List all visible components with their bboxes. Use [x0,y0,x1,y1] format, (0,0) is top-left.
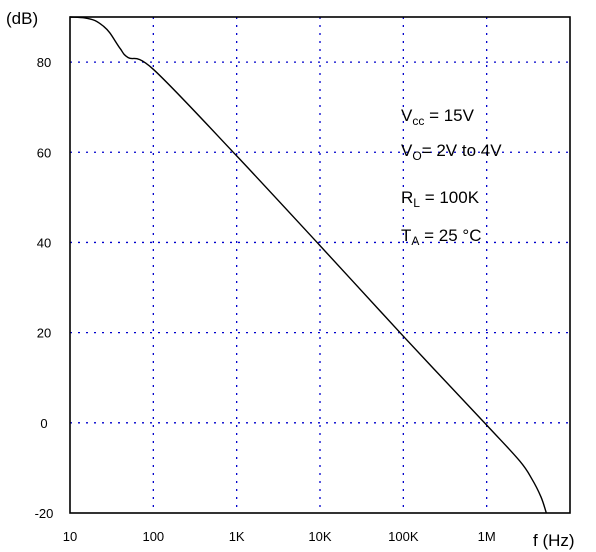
annotation-vcc-symbol: V [401,106,413,125]
y-axis-label: (dB) [6,9,38,28]
annotation-rl: RL = 100K [401,188,480,210]
annotation-rl-value: = 100K [420,188,480,207]
x-tick-label: 10 [63,529,77,544]
x-tick-label: 10K [308,529,331,544]
x-tick-label: 100 [142,529,164,544]
annotation-rl-symbol: R [401,188,413,207]
x-tick-label: 100K [388,529,419,544]
tick-labels: 10 100 1K 10K 100K 1M -20 0 20 40 60 80 [35,55,496,544]
y-tick-label: 0 [40,416,47,431]
series-line-gain [69,16,547,514]
annotation-ta-symbol: T [401,226,411,245]
annotation-vo-symbol: V [401,141,413,160]
grid-lines [70,17,570,513]
annotation-vo-value: = 2V to 4V [422,141,503,160]
x-tick-label: 1K [229,529,245,544]
y-tick-label: 60 [37,145,51,160]
y-tick-label: -20 [35,506,54,521]
annotation-ta: TA = 25 °C [401,226,482,248]
annotation-vo: VO= 2V to 4V [401,141,502,163]
y-tick-label: 80 [37,55,51,70]
annotation-vo-subscript: O [412,149,421,163]
y-tick-label: 20 [37,326,51,341]
x-tick-label: 1M [478,529,496,544]
plot-frame [69,16,571,514]
annotation-vcc-value: = 15V [424,106,474,125]
annotation-ta-value: = 25 °C [419,226,481,245]
annotation-vcc-subscript: cc [412,114,424,128]
annotation-vcc: Vcc = 15V [401,106,475,128]
annotation-rl-subscript: L [413,196,420,210]
x-axis-label: f (Hz) [533,531,575,550]
y-tick-label: 40 [37,235,51,250]
annotation-ta-subscript: A [411,234,419,248]
